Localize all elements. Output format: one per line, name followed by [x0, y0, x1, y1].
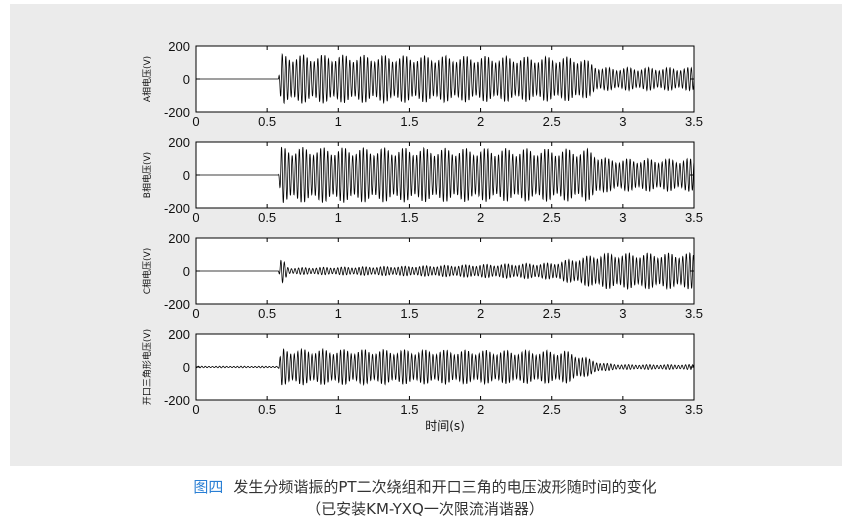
x-tick-label: 0 — [192, 402, 199, 417]
y-tick-label: -200 — [164, 297, 190, 312]
x-tick-label: 1.5 — [400, 402, 418, 417]
figure-label: 图四 — [193, 478, 224, 496]
y-tick-label: -200 — [164, 201, 190, 216]
y-tick-label: 200 — [168, 39, 190, 54]
x-tick-label: 1.5 — [400, 210, 418, 225]
waveform-trace — [196, 146, 695, 203]
y-tick-label: 0 — [183, 168, 190, 183]
x-tick-label: 2 — [477, 210, 484, 225]
x-tick-label: 3 — [619, 210, 626, 225]
x-tick-label: 2 — [477, 306, 484, 321]
x-tick-label: 0.5 — [258, 114, 276, 129]
x-tick-label: 2.5 — [543, 306, 561, 321]
y-tick-label: 0 — [183, 264, 190, 279]
y-axis-label: C相电压(V) — [141, 248, 153, 294]
x-tick-label: 0 — [192, 114, 199, 129]
y-tick-label: 0 — [183, 72, 190, 87]
x-tick-label: 0.5 — [258, 402, 276, 417]
caption-subtitle: （已安装KM-YXQ一次限流消谐器） — [306, 500, 544, 518]
x-tick-label: 0 — [192, 210, 199, 225]
x-tick-label: 1 — [335, 306, 342, 321]
x-tick-label: 3.5 — [685, 210, 703, 225]
x-axis-label: 时间(s) — [425, 419, 465, 433]
x-tick-label: 2.5 — [543, 210, 561, 225]
y-tick-label: 200 — [168, 231, 190, 246]
x-tick-label: 2 — [477, 402, 484, 417]
x-tick-label: 3 — [619, 402, 626, 417]
y-tick-label: 0 — [183, 360, 190, 375]
x-tick-label: 3.5 — [685, 402, 703, 417]
x-tick-label: 1.5 — [400, 306, 418, 321]
y-axis-label: B相电压(V) — [141, 152, 153, 198]
x-tick-label: 1.5 — [400, 114, 418, 129]
figure-caption: 图四 发生分频谐振的PT二次绕组和开口三角的电压波形随时间的变化 （已安装KM-Y… — [0, 476, 850, 520]
y-tick-label: -200 — [164, 393, 190, 408]
x-tick-label: 2 — [477, 114, 484, 129]
x-tick-label: 0 — [192, 306, 199, 321]
x-tick-label: 2.5 — [543, 114, 561, 129]
x-tick-label: 1 — [335, 402, 342, 417]
y-axis-label: A相电压(V) — [141, 56, 153, 102]
waveform-trace — [196, 251, 695, 291]
waveform-trace — [196, 52, 695, 105]
x-tick-label: 0.5 — [258, 306, 276, 321]
x-tick-label: 2.5 — [543, 402, 561, 417]
x-tick-label: 0.5 — [258, 210, 276, 225]
y-tick-label: -200 — [164, 105, 190, 120]
waveform-trace — [195, 347, 695, 387]
y-tick-label: 200 — [168, 327, 190, 342]
y-axis-label: 开口三角形电压(V) — [141, 329, 153, 405]
y-tick-label: 200 — [168, 135, 190, 150]
caption-title: 发生分频谐振的PT二次绕组和开口三角的电压波形随时间的变化 — [233, 478, 657, 496]
x-tick-label: 3.5 — [685, 306, 703, 321]
x-tick-label: 3 — [619, 114, 626, 129]
x-tick-label: 3 — [619, 306, 626, 321]
x-tick-label: 1 — [335, 114, 342, 129]
figure-panel: 0 0.5 1 1.5 2 2.5 3 3.5 200 0 -200 A相电压(V) 0 0.5 1 1.5 2… — [10, 4, 842, 466]
x-tick-label: 1 — [335, 210, 342, 225]
x-tick-label: 3.5 — [685, 114, 703, 129]
